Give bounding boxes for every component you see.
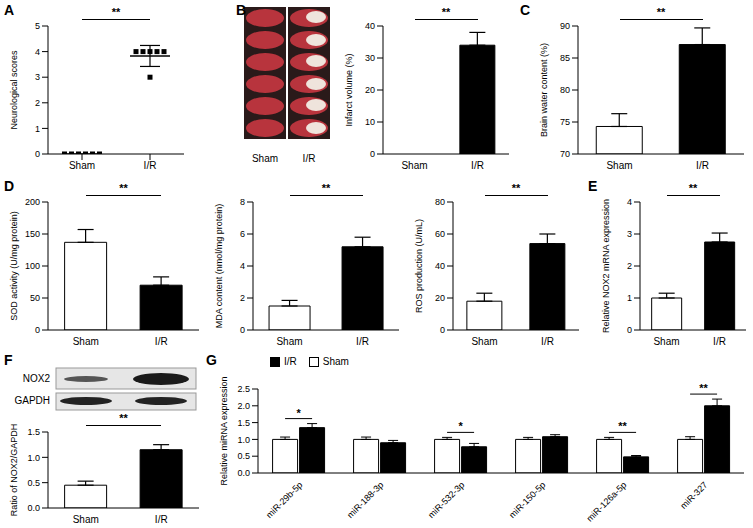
svg-text:**: ** [618, 420, 627, 432]
svg-text:4: 4 [240, 261, 245, 271]
svg-text:Neurological scores: Neurological scores [9, 50, 19, 130]
html-text:E: E [588, 178, 598, 194]
svg-text:80: 80 [560, 85, 570, 95]
svg-text:Sham: Sham [606, 160, 632, 171]
svg-text:I/R: I/R [696, 160, 709, 171]
svg-text:SOD activity (U/mg protein): SOD activity (U/mg protein) [9, 211, 19, 321]
svg-text:Sham: Sham [401, 160, 427, 171]
svg-text:*: * [458, 420, 463, 432]
svg-text:I/R: I/R [713, 336, 726, 347]
svg-text:Sham: Sham [73, 514, 99, 525]
svg-text:Ratio of NOX2/GAPDH: Ratio of NOX2/GAPDH [9, 424, 19, 517]
svg-text:4: 4 [35, 47, 40, 57]
html-text:G: G [206, 352, 217, 368]
svg-text:miR-126a-5p: miR-126a-5p [585, 480, 629, 524]
svg-text:20: 20 [365, 85, 375, 95]
svg-text:2.5: 2.5 [237, 384, 250, 394]
svg-text:0: 0 [240, 325, 245, 335]
svg-text:I/R: I/R [356, 336, 369, 347]
svg-text:30: 30 [365, 53, 375, 63]
svg-text:80: 80 [435, 197, 445, 207]
html-text:C: C [520, 2, 531, 18]
svg-text:miR-188-3p: miR-188-3p [345, 480, 385, 520]
svg-text:0.5: 0.5 [237, 451, 250, 461]
svg-text:0: 0 [35, 149, 40, 159]
svg-text:I/R: I/R [155, 514, 168, 525]
svg-text:miR-327: miR-327 [678, 480, 709, 511]
svg-text:Brain water content (%): Brain water content (%) [539, 43, 549, 137]
svg-text:I/R: I/R [144, 160, 157, 171]
svg-text:8: 8 [240, 197, 245, 207]
svg-text:1: 1 [35, 124, 40, 134]
svg-text:1: 1 [627, 293, 632, 303]
svg-text:10: 10 [365, 117, 375, 127]
svg-text:I/R: I/R [155, 336, 168, 347]
svg-text:0.0: 0.0 [27, 503, 40, 513]
svg-text:20: 20 [435, 293, 445, 303]
svg-text:200: 200 [25, 197, 40, 207]
html-text:D: D [4, 178, 15, 194]
svg-text:GAPDH: GAPDH [14, 395, 50, 406]
svg-text:Infarct volume (%): Infarct volume (%) [344, 53, 354, 126]
svg-text:3: 3 [627, 229, 632, 239]
svg-text:75: 75 [560, 117, 570, 127]
svg-text:5: 5 [35, 21, 40, 31]
svg-text:Relative miRNA expression: Relative miRNA expression [219, 376, 229, 485]
svg-text:2: 2 [627, 261, 632, 271]
html-text:I/R: I/R [284, 356, 297, 367]
svg-text:90: 90 [560, 21, 570, 31]
svg-text:0.5: 0.5 [27, 478, 40, 488]
svg-text:1.0: 1.0 [237, 435, 250, 445]
svg-text:I/R: I/R [471, 160, 484, 171]
svg-text:*: * [296, 407, 301, 419]
svg-text:Sham: Sham [653, 336, 679, 347]
svg-text:0: 0 [35, 325, 40, 335]
svg-text:6: 6 [240, 229, 245, 239]
svg-text:70: 70 [560, 149, 570, 159]
svg-text:60: 60 [435, 229, 445, 239]
svg-text:85: 85 [560, 53, 570, 63]
svg-text:Relative NOX2 mRNA expression: Relative NOX2 mRNA expression [601, 199, 611, 333]
html-text:B: B [236, 2, 247, 18]
svg-text:**: ** [699, 382, 708, 394]
svg-text:0: 0 [370, 149, 375, 159]
svg-text:1.0: 1.0 [27, 453, 40, 463]
svg-text:Sham: Sham [471, 336, 497, 347]
svg-text:1.5: 1.5 [27, 427, 40, 437]
svg-text:MDA content (nmol/mg protein): MDA content (nmol/mg protein) [214, 204, 224, 329]
svg-text:ROS production (U/mL): ROS production (U/mL) [414, 219, 424, 313]
svg-text:Sham: Sham [69, 160, 95, 171]
html-text:A: A [4, 2, 15, 18]
svg-text:2: 2 [240, 293, 245, 303]
svg-text:40: 40 [365, 21, 375, 31]
svg-text:0: 0 [627, 325, 632, 335]
svg-text:50: 50 [30, 293, 40, 303]
svg-text:Sham: Sham [252, 153, 278, 164]
html-text:Sham: Sham [322, 356, 349, 367]
svg-text:0: 0 [440, 325, 445, 335]
svg-text:150: 150 [25, 229, 40, 239]
svg-text:Sham: Sham [276, 336, 302, 347]
svg-text:2.0: 2.0 [237, 401, 250, 411]
html-text:F: F [4, 352, 13, 368]
svg-text:40: 40 [435, 261, 445, 271]
svg-text:I/R: I/R [303, 153, 316, 164]
svg-text:1.5: 1.5 [237, 418, 250, 428]
svg-text:miR-532-3p: miR-532-3p [426, 480, 466, 520]
svg-text:0.0: 0.0 [237, 468, 250, 478]
svg-text:4: 4 [627, 197, 632, 207]
svg-text:miR-150-5p: miR-150-5p [507, 480, 547, 520]
svg-text:NOX2: NOX2 [23, 373, 51, 384]
svg-text:100: 100 [25, 261, 40, 271]
svg-text:I/R: I/R [541, 336, 554, 347]
svg-text:3: 3 [35, 72, 40, 82]
svg-text:2: 2 [35, 98, 40, 108]
svg-text:miR-29b-5p: miR-29b-5p [264, 480, 304, 520]
svg-text:Sham: Sham [73, 336, 99, 347]
